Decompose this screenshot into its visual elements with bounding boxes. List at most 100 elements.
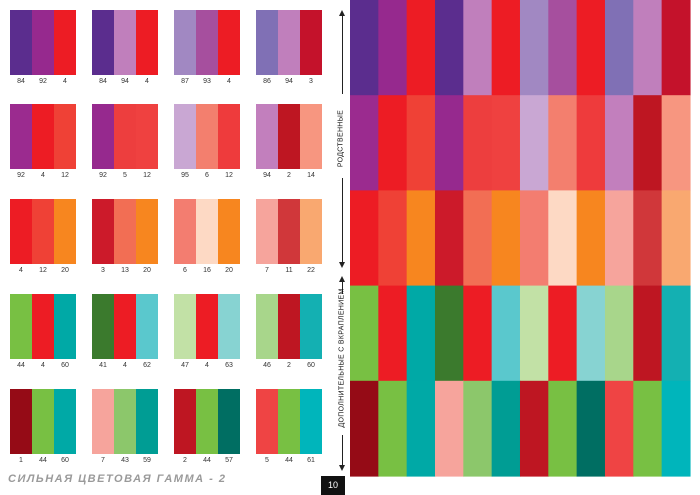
swatch-code: 44 <box>17 362 25 369</box>
grid-cell <box>633 380 663 477</box>
grid-cell <box>463 285 493 382</box>
complementary-arrow-up <box>339 276 345 282</box>
grid-cell <box>633 0 663 96</box>
swatch-strip <box>256 199 278 264</box>
grid-cell <box>406 95 436 191</box>
grid-cell <box>661 95 691 191</box>
swatch-code: 44 <box>203 457 211 464</box>
related-line-top <box>342 16 343 94</box>
swatch-strip <box>278 10 300 75</box>
swatch-strip <box>174 389 196 454</box>
swatch-strip <box>10 104 32 169</box>
swatch-code: 57 <box>225 457 233 464</box>
swatch-strip <box>10 10 32 75</box>
grid-cell <box>661 0 691 96</box>
grid-cell <box>604 190 634 287</box>
grid-cell <box>661 190 691 287</box>
grid-cell <box>350 285 379 382</box>
swatch-code: 6 <box>183 267 187 274</box>
swatch-code: 4 <box>41 362 45 369</box>
grid-cell <box>463 95 493 191</box>
grid-cell <box>406 0 436 96</box>
grid-cell <box>576 0 606 96</box>
swatch-strip <box>300 104 322 169</box>
grid-cell <box>378 95 408 191</box>
swatch-code: 4 <box>63 78 67 85</box>
swatch-code: 12 <box>143 172 151 179</box>
grid-cell <box>661 380 691 477</box>
swatch-code: 22 <box>307 267 315 274</box>
swatch-strip <box>136 294 158 359</box>
swatch-code: 4 <box>41 172 45 179</box>
swatch-code: 44 <box>285 457 293 464</box>
swatch-strip <box>300 199 322 264</box>
complementary-line-top <box>342 282 343 294</box>
swatch-code: 13 <box>121 267 129 274</box>
swatch-code: 87 <box>181 78 189 85</box>
swatch-code: 4 <box>19 267 23 274</box>
grid-cell <box>491 285 521 382</box>
swatch-strip <box>114 104 136 169</box>
swatch-strip <box>32 199 54 264</box>
swatch-code: 46 <box>263 362 271 369</box>
grid-cell <box>519 190 549 287</box>
grid-cell <box>434 95 464 191</box>
swatch-strip <box>300 389 322 454</box>
swatch-strip <box>300 294 322 359</box>
swatch-code: 4 <box>205 362 209 369</box>
swatch-code: 14 <box>307 172 315 179</box>
swatch-strip <box>92 104 114 169</box>
swatch-code: 12 <box>39 267 47 274</box>
complementary-arrow-down <box>339 465 345 471</box>
grid-cell <box>604 285 634 382</box>
swatch-strip <box>174 294 196 359</box>
swatch-strip <box>196 389 218 454</box>
swatch-code: 92 <box>39 78 47 85</box>
swatch-code: 59 <box>143 457 151 464</box>
swatch-strip <box>136 389 158 454</box>
swatch-strip <box>278 294 300 359</box>
swatch-strip <box>54 199 76 264</box>
grid-cell <box>519 0 549 96</box>
swatch-code: 5 <box>265 457 269 464</box>
swatch-code: 7 <box>101 457 105 464</box>
swatch-code: 41 <box>99 362 107 369</box>
swatch-code: 84 <box>99 78 107 85</box>
swatch-strip <box>54 389 76 454</box>
swatch-strip <box>114 199 136 264</box>
swatch-strip <box>196 294 218 359</box>
swatch-strip <box>174 10 196 75</box>
swatch-strip <box>32 104 54 169</box>
grid-cell <box>519 285 549 382</box>
swatch-strip <box>196 10 218 75</box>
swatch-strip <box>256 10 278 75</box>
swatch-code: 4 <box>145 78 149 85</box>
swatch-code: 4 <box>227 78 231 85</box>
swatch-code: 1 <box>19 457 23 464</box>
swatch-code: 94 <box>121 78 129 85</box>
swatch-strip <box>32 389 54 454</box>
swatch-strip <box>114 10 136 75</box>
grid-cell <box>576 285 606 382</box>
grid-cell <box>434 0 464 96</box>
swatch-strip <box>32 10 54 75</box>
grid-cell <box>576 95 606 191</box>
page-title: СИЛЬНАЯ ЦВЕТОВАЯ ГАММА - 2 <box>8 473 227 485</box>
grid-cell <box>378 380 408 477</box>
swatch-code: 94 <box>285 78 293 85</box>
grid-cell <box>604 95 634 191</box>
grid-cell <box>548 190 578 287</box>
swatch-code: 93 <box>203 78 211 85</box>
grid-cell <box>548 380 578 477</box>
grid-cell <box>661 285 691 382</box>
swatch-strip <box>10 294 32 359</box>
grid-cell <box>519 380 549 477</box>
grid-cell <box>519 95 549 191</box>
swatch-strip <box>218 199 240 264</box>
swatch-code: 20 <box>61 267 69 274</box>
swatch-strip <box>10 199 32 264</box>
swatch-code: 84 <box>17 78 25 85</box>
swatch-strip <box>278 389 300 454</box>
grid-cell <box>491 190 521 287</box>
grid-cell <box>378 285 408 382</box>
